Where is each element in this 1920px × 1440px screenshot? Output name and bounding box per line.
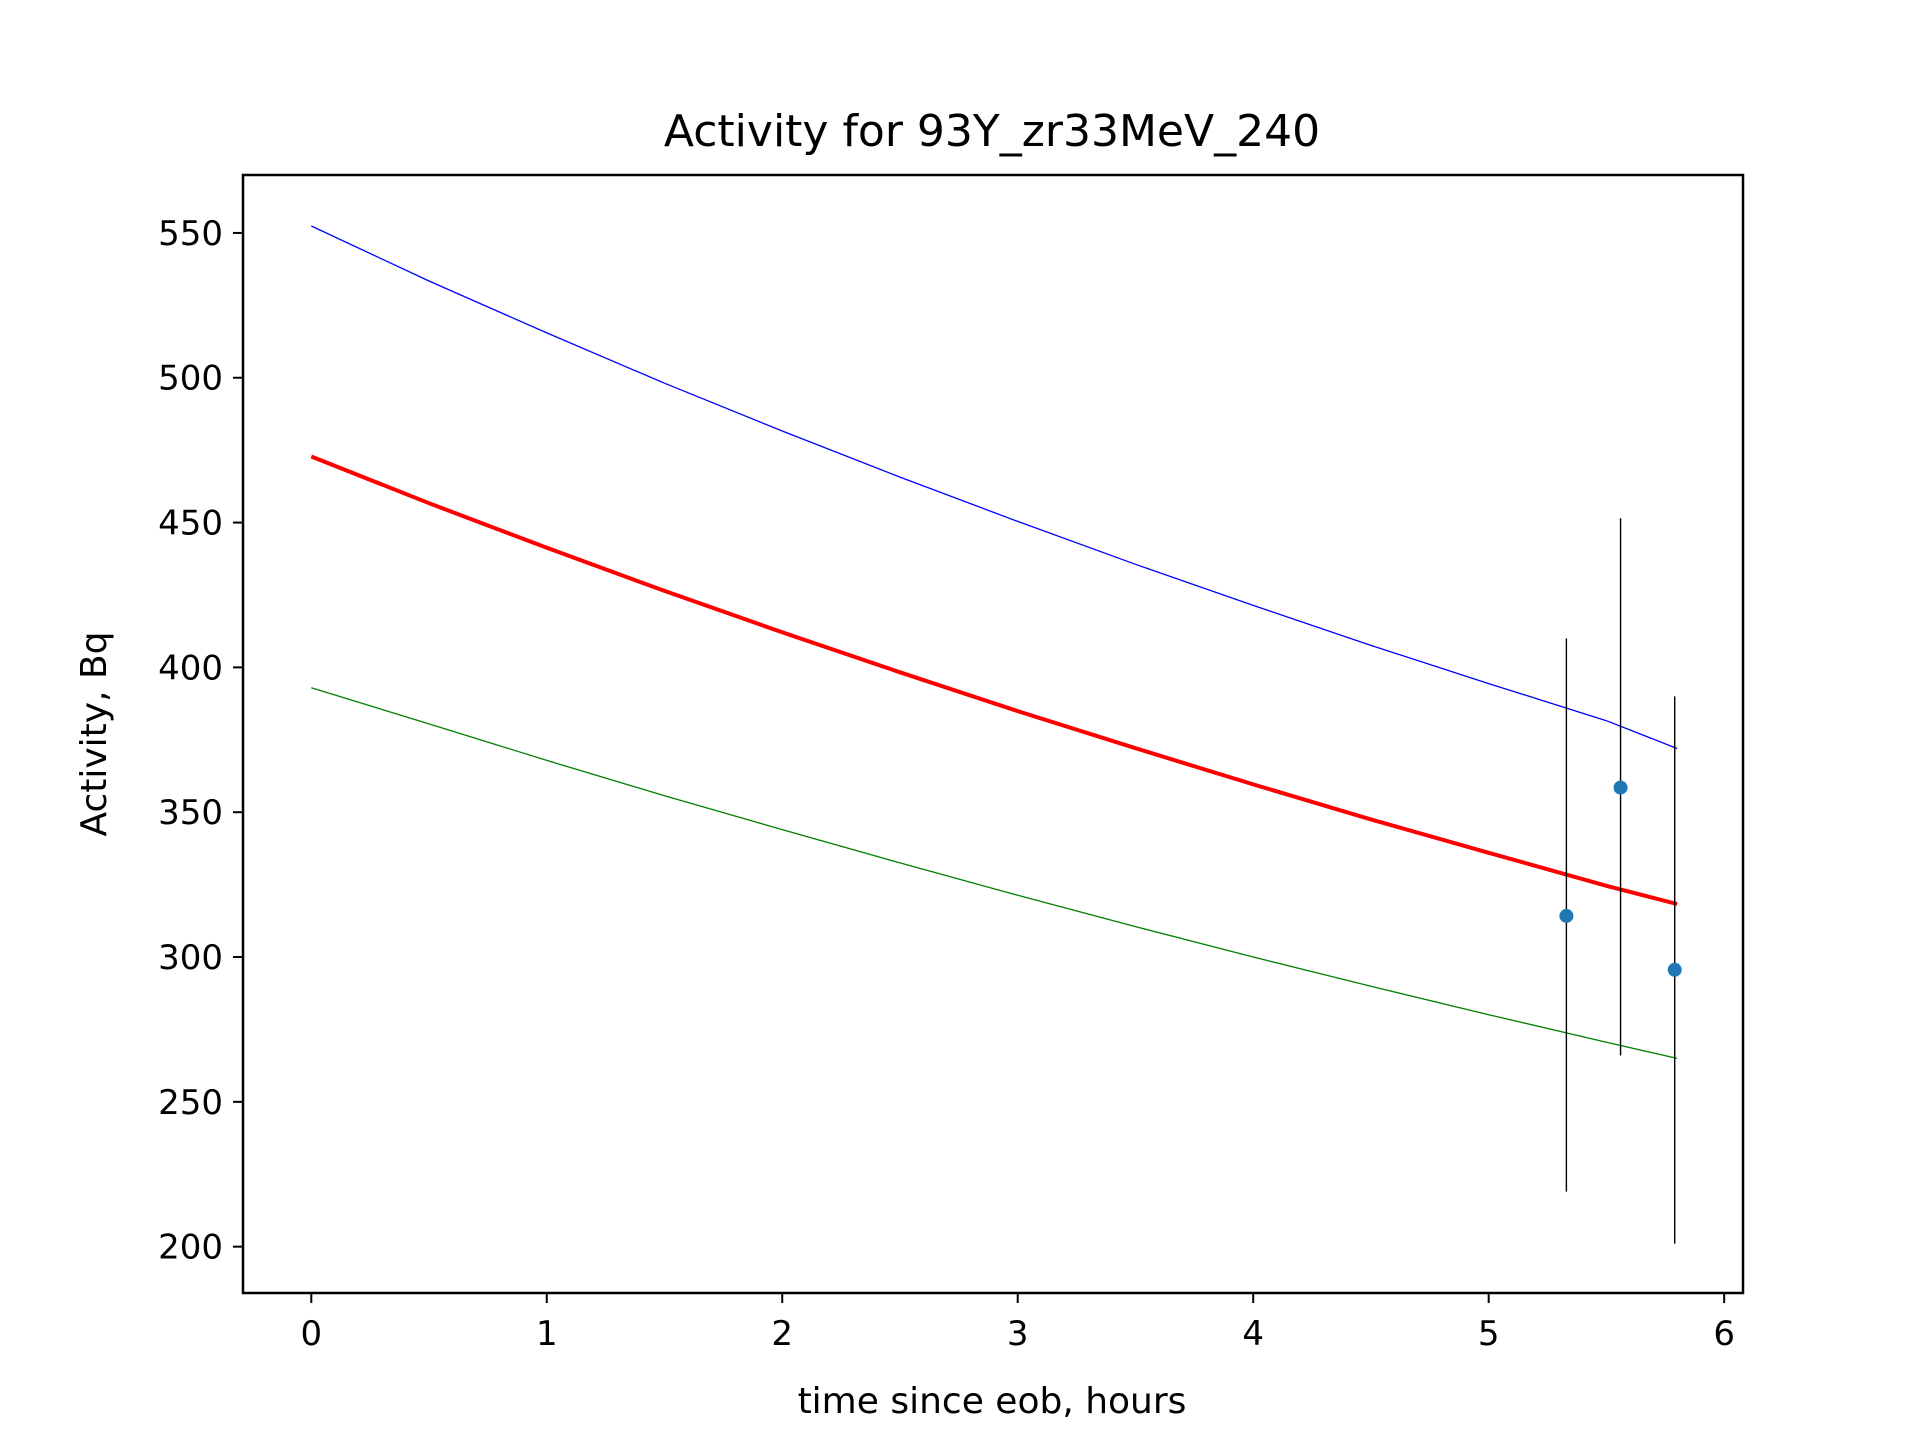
x-tick-label: 2 [771,1314,793,1354]
x-tick-label: 1 [536,1314,558,1354]
y-tick-label: 500 [158,359,223,399]
data-point [1613,780,1628,795]
x-tick-label: 3 [1007,1314,1029,1354]
chart-title: Activity for 93Y_zr33MeV_240 [664,106,1320,157]
x-tick-label: 6 [1713,1314,1735,1354]
x-axis-label: time since eob, hours [798,1381,1187,1422]
x-tick-label: 4 [1242,1314,1264,1354]
data-point [1667,962,1682,977]
y-tick-label: 550 [158,214,223,254]
fit-line [310,454,1678,906]
y-tick-label: 350 [158,793,223,833]
y-tick-label: 250 [158,1083,223,1123]
y-tick-label: 300 [158,938,223,978]
plot-layer [310,225,1682,1244]
lower-bound-line [311,687,1678,1060]
y-tick-label: 200 [158,1228,223,1268]
y-axis-label: Activity, Bq [74,631,115,836]
x-tick-label: 5 [1478,1314,1500,1354]
y-tick-label: 450 [158,504,223,544]
y-tick-label: 400 [158,648,223,688]
upper-bound-line [311,225,1678,750]
data-point [1559,908,1574,923]
ticks-layer: 0 1 2 3 4 5 6 200 250 300 350 400 450 500 550 [158,214,1735,1354]
x-tick-label: 0 [300,1314,322,1354]
plot-frame [241,173,1745,1295]
